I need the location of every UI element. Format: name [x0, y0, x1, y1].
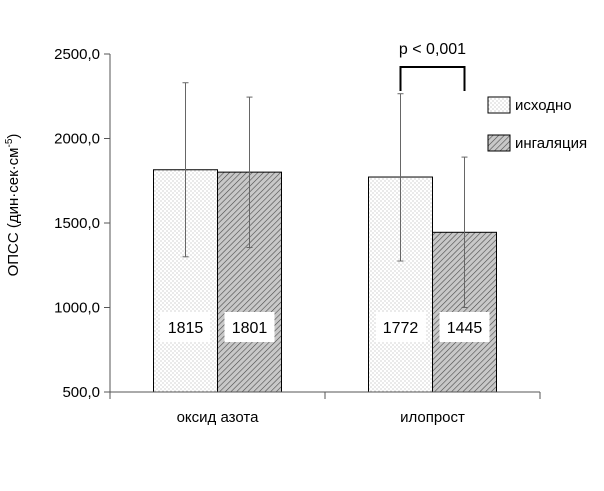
legend-label: исходно [515, 97, 572, 114]
legend-swatch-hatch [487, 134, 511, 152]
bars [153, 169, 497, 393]
x-axis: оксид азота илопрост [109, 391, 541, 426]
data-label-box [375, 312, 426, 342]
y-tick-label: 1500,0 [54, 215, 100, 232]
significance-bracket [399, 66, 466, 91]
y-axis: 500,0 1000,0 1500,0 2000,0 2500,0 [54, 46, 111, 401]
x-category-label: оксид азота [177, 409, 259, 426]
legend-swatch-dots [487, 96, 511, 114]
significance-label: p < 0,001 [399, 41, 466, 58]
y-tick-label: 2500,0 [54, 46, 100, 63]
data-label: 1772 [383, 320, 419, 337]
error-bars [182, 82, 468, 308]
x-category-label: илопрост [400, 409, 465, 426]
significance-annotation: p < 0,001 [399, 41, 466, 91]
y-axis-title: ОПСС (дин·сек·см-5) [4, 134, 22, 277]
data-label: 1815 [168, 320, 204, 337]
y-tick-label: 500,0 [62, 384, 100, 401]
y-tick-label: 1000,0 [54, 300, 100, 317]
data-label-box [160, 312, 211, 342]
data-label-box [439, 312, 490, 342]
data-labels: 1815 1801 1772 1445 [160, 312, 490, 342]
data-label: 1801 [232, 320, 268, 337]
y-tick-label: 2000,0 [54, 131, 100, 148]
data-label: 1445 [447, 320, 483, 337]
data-label-box [224, 312, 275, 342]
legend: исходно ингаляция [487, 96, 587, 152]
legend-label: ингаляция [515, 135, 587, 152]
